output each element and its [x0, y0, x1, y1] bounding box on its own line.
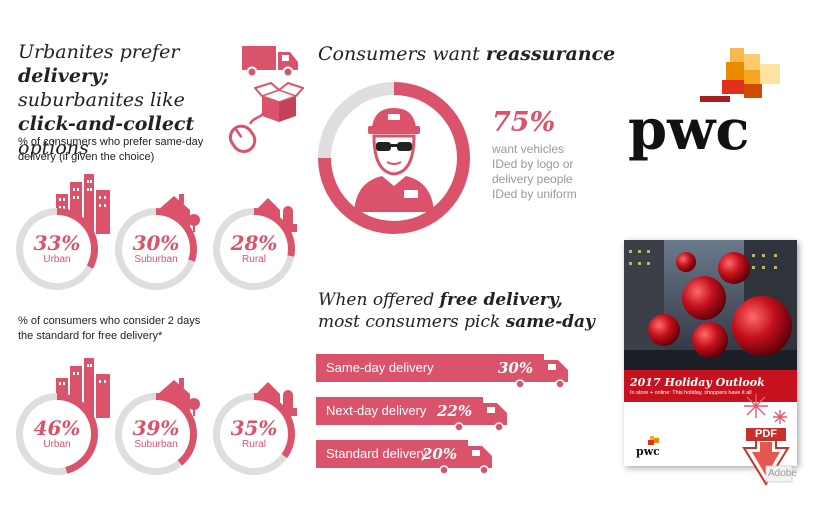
- section2-title: % of consumers who consider 2 days the s…: [18, 315, 201, 342]
- report-footer-logo-text: pwc: [636, 445, 660, 458]
- donut-category: Suburban: [134, 254, 178, 265]
- adobe-label: Adobe: [768, 468, 797, 479]
- report-title-band: 2017 Holiday Outlook In store + online: …: [624, 370, 797, 402]
- bar-value-label: 22%: [437, 402, 473, 420]
- bar-same-day-delivery: Same-day delivery 30%: [316, 354, 608, 390]
- report-cover-photo: [624, 240, 797, 370]
- donut-rural-twoday: 35% Rural: [213, 393, 295, 475]
- mouse-icon: [228, 109, 266, 153]
- bar-value-label: 20%: [422, 445, 458, 463]
- free-delivery-title: When offered free delivery, most consume…: [318, 290, 595, 332]
- pwc-logo-mark: [700, 48, 780, 102]
- snowflake-icon: [744, 394, 787, 424]
- bar-category-label: Standard delivery: [326, 446, 428, 461]
- truck-wheel-icon: [515, 379, 525, 389]
- truck-cab-icon: [544, 360, 568, 389]
- reassurance-text: want vehicles IDed by logo or delivery p…: [492, 142, 577, 201]
- donut-category: Urban: [43, 439, 71, 450]
- bar-rect: [316, 440, 468, 468]
- bar-category-label: Same-day delivery: [326, 360, 434, 375]
- report-cover[interactable]: 2017 Holiday Outlook In store + online: …: [624, 240, 797, 466]
- truck-cab-icon: [468, 446, 492, 475]
- donut-urban-twoday: 46% Urban: [16, 393, 98, 475]
- pwc-logo-text: pwc: [628, 97, 750, 163]
- donut-value: 33%: [33, 231, 81, 255]
- bar-value-label: 30%: [498, 359, 534, 377]
- delivery-person-icon: [354, 108, 434, 212]
- pdf-download-button[interactable]: PDF Adobe: [738, 428, 797, 490]
- donut-rural-sameday: 28% Rural: [213, 208, 295, 290]
- donut-category: Suburban: [134, 439, 178, 450]
- donut-suburban-twoday: 39% Suburban: [115, 393, 197, 475]
- bar-rect: [316, 397, 483, 425]
- report-footer-logo: pwc: [636, 436, 664, 457]
- truck-cab-icon: [483, 403, 507, 432]
- donut-category: Rural: [242, 439, 266, 450]
- reassurance-title: Consumers want reassurance: [318, 43, 616, 65]
- bar-standard-delivery: Standard delivery 20%: [316, 440, 532, 476]
- bar-category-label: Next-day delivery: [326, 403, 427, 418]
- donut-suburban-sameday: 30% Suburban: [115, 208, 197, 290]
- reassurance-donut: [318, 82, 470, 234]
- donut-value: 30%: [132, 231, 180, 255]
- donut-value: 28%: [230, 231, 278, 255]
- bar-rect: [316, 354, 544, 382]
- delivery-bar-chart: Same-day delivery 30% Next-day delivery 22…: [316, 354, 616, 484]
- section1-title: % of consumers who prefer same-day deliv…: [18, 136, 204, 163]
- truck-icon: [242, 46, 298, 78]
- bar-next-day-delivery: Next-day delivery 22%: [316, 397, 547, 433]
- donut-value: 35%: [230, 416, 278, 440]
- reassurance-pct: 75%: [492, 107, 556, 138]
- truck-wheel-icon: [454, 422, 464, 432]
- pdf-label: PDF: [746, 428, 786, 441]
- donut-value: 46%: [33, 416, 81, 440]
- donut-value: 39%: [132, 416, 180, 440]
- left-headline: Urbanites prefer delivery; suburbanites …: [18, 41, 195, 159]
- donut-category: Urban: [43, 254, 71, 265]
- truck-wheel-icon: [439, 465, 449, 475]
- donut-category: Rural: [242, 254, 266, 265]
- report-title: 2017 Holiday Outlook: [630, 376, 765, 389]
- report-subtitle: In store + online: This holiday, shopper…: [630, 390, 752, 396]
- box-icon: [254, 82, 304, 122]
- pwc-mini-mark: [648, 436, 659, 445]
- donut-urban-sameday: 33% Urban: [16, 208, 98, 290]
